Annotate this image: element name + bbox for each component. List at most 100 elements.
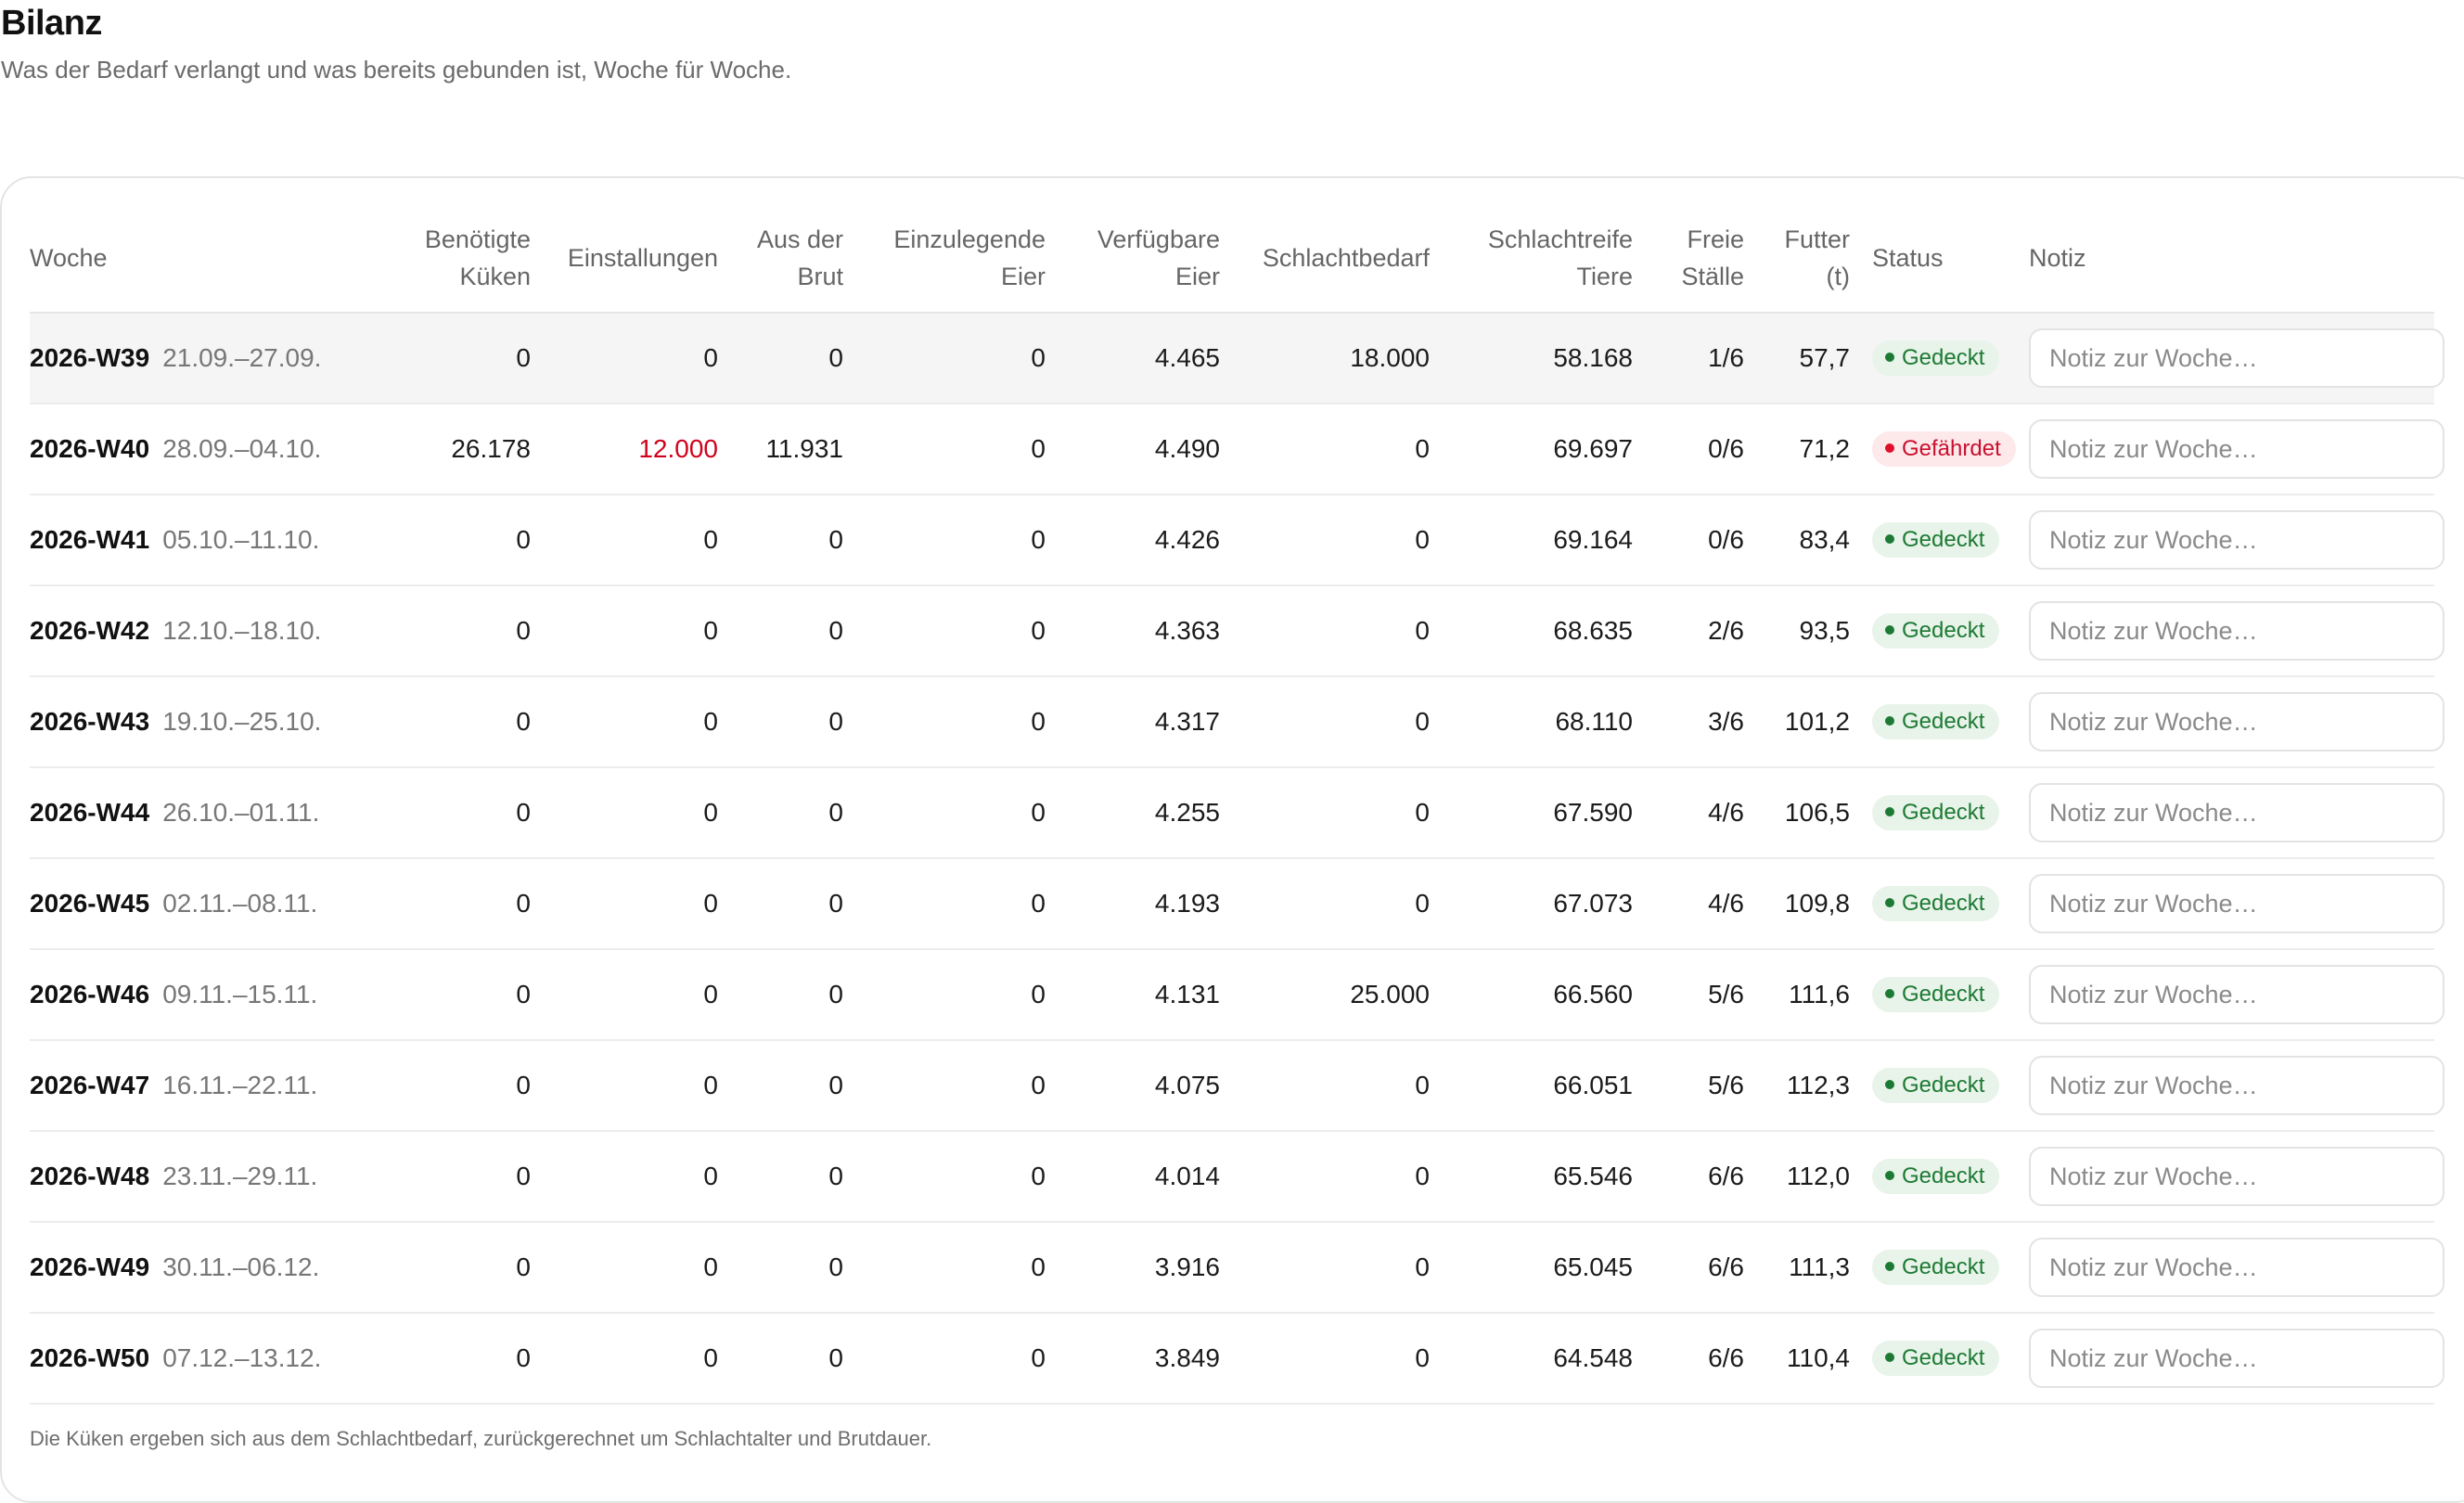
status-dot-icon <box>1885 624 1894 635</box>
col-header-einstallungen[interactable]: Einstallungen <box>531 204 718 314</box>
week-date-range: 30.11.–06.12. <box>162 1252 320 1281</box>
cell-freie-staelle: 5/6 <box>1633 949 1744 1041</box>
status-text: Gedeckt <box>1902 1254 1985 1279</box>
cell-schlachtbedarf: 0 <box>1220 1040 1430 1132</box>
col-header-benoetigte-kueken[interactable]: Benötigte Küken <box>364 204 531 314</box>
cell-notiz <box>2029 495 2445 586</box>
table-row[interactable]: 2026-W46 09.11.–15.11. 0 0 0 0 4.131 25.000 66.5… <box>30 949 2445 1041</box>
table-row[interactable]: 2026-W49 30.11.–06.12. 0 0 0 0 3.916 0 65.045 6/6… <box>30 1222 2445 1314</box>
note-input[interactable] <box>2029 601 2445 661</box>
note-input[interactable] <box>2029 328 2445 388</box>
status-dot-icon <box>1885 1261 1894 1271</box>
status-badge: Gedeckt <box>1872 522 2000 558</box>
cell-notiz <box>2029 1222 2445 1314</box>
status-badge: Gedeckt <box>1872 977 2000 1012</box>
table-row[interactable]: 2026-W50 07.12.–13.12. 0 0 0 0 3.849 0 64.548 6/6… <box>30 1313 2445 1405</box>
status-badge: Gefährdet <box>1872 431 2016 467</box>
cell-verfuegbare-eier: 3.849 <box>1046 1313 1220 1405</box>
cell-aus-der-brut: 0 <box>718 1131 843 1223</box>
note-input[interactable] <box>2029 692 2445 752</box>
status-text: Gedeckt <box>1902 982 1985 1007</box>
cell-status: Gedeckt <box>1850 1222 2029 1314</box>
table-row[interactable]: 2026-W44 26.10.–01.11. 0 0 0 0 4.255 0 67.590 4/6… <box>30 767 2445 859</box>
col-header-einzulegende-eier[interactable]: Einzulegende Eier <box>843 204 1046 314</box>
status-text: Gedeckt <box>1902 345 1985 370</box>
note-input[interactable] <box>2029 783 2445 842</box>
note-input[interactable] <box>2029 1329 2445 1388</box>
cell-woche: 2026-W48 23.11.–29.11. <box>30 1131 364 1223</box>
col-header-schlachtbedarf[interactable]: Schlachtbedarf <box>1220 204 1430 314</box>
cell-einzulegende-eier: 0 <box>843 1131 1046 1223</box>
col-header-aus-der-brut[interactable]: Aus der Brut <box>718 204 843 314</box>
note-input[interactable] <box>2029 874 2445 933</box>
cell-verfuegbare-eier: 3.916 <box>1046 1222 1220 1314</box>
cell-woche: 2026-W44 26.10.–01.11. <box>30 767 364 859</box>
cell-benoetigte-kueken: 26.178 <box>364 404 531 495</box>
cell-benoetigte-kueken: 0 <box>364 495 531 586</box>
table-row[interactable]: 2026-W47 16.11.–22.11. 0 0 0 0 4.075 0 66.051 5/6… <box>30 1040 2445 1132</box>
note-input[interactable] <box>2029 1238 2445 1297</box>
cell-schlachtreife-tiere: 67.073 <box>1430 858 1633 950</box>
cell-freie-staelle: 4/6 <box>1633 767 1744 859</box>
note-input[interactable] <box>2029 1056 2445 1115</box>
cell-schlachtbedarf: 0 <box>1220 858 1430 950</box>
cell-freie-staelle: 4/6 <box>1633 858 1744 950</box>
status-dot-icon <box>1885 806 1894 816</box>
col-header-status[interactable]: Status <box>1850 204 2029 314</box>
cell-aus-der-brut: 11.931 <box>718 404 843 495</box>
cell-aus-der-brut: 0 <box>718 495 843 586</box>
table-row[interactable]: 2026-W48 23.11.–29.11. 0 0 0 0 4.014 0 65.546 6/6… <box>30 1131 2445 1223</box>
cell-schlachtreife-tiere: 69.697 <box>1430 404 1633 495</box>
cell-einzulegende-eier: 0 <box>843 858 1046 950</box>
table-row[interactable]: 2026-W42 12.10.–18.10. 0 0 0 0 4.363 0 68.635 2/6… <box>30 585 2445 677</box>
cell-freie-staelle: 0/6 <box>1633 495 1744 586</box>
cell-status: Gedeckt <box>1850 1313 2029 1405</box>
cell-einzulegende-eier: 0 <box>843 1222 1046 1314</box>
week-date-range: 23.11.–29.11. <box>162 1162 318 1190</box>
cell-verfuegbare-eier: 4.426 <box>1046 495 1220 586</box>
cell-woche: 2026-W47 16.11.–22.11. <box>30 1040 364 1132</box>
cell-schlachtbedarf: 18.000 <box>1220 313 1430 405</box>
table-row[interactable]: 2026-W39 21.09.–27.09. 0 0 0 0 4.465 18.000 58.1… <box>30 313 2445 405</box>
table-row[interactable]: 2026-W41 05.10.–11.10. 0 0 0 0 4.426 0 69.164 0/6… <box>30 495 2445 586</box>
cell-schlachtreife-tiere: 66.560 <box>1430 949 1633 1041</box>
status-dot-icon <box>1885 715 1894 726</box>
cell-notiz <box>2029 404 2445 495</box>
cell-einstallungen: 0 <box>531 1222 718 1314</box>
cell-status: Gedeckt <box>1850 949 2029 1041</box>
table-header-row: Woche Benötigte Küken Einstallungen Aus … <box>30 204 2434 314</box>
page-title: Bilanz <box>1 4 102 43</box>
cell-schlachtreife-tiere: 65.546 <box>1430 1131 1633 1223</box>
note-input[interactable] <box>2029 510 2445 570</box>
table-row[interactable]: 2026-W43 19.10.–25.10. 0 0 0 0 4.317 0 68.110 3/6… <box>30 676 2445 768</box>
week-label: 2026-W44 <box>30 798 150 827</box>
cell-benoetigte-kueken: 0 <box>364 676 531 768</box>
week-label: 2026-W49 <box>30 1252 150 1281</box>
cell-futter: 109,8 <box>1744 858 1850 950</box>
col-header-verfuegbare-eier[interactable]: Verfügbare Eier <box>1046 204 1220 314</box>
status-badge: Gedeckt <box>1872 340 2000 376</box>
cell-status: Gefährdet <box>1850 404 2029 495</box>
table-row[interactable]: 2026-W40 28.09.–04.10. 26.178 12.000 11.931 0… <box>30 404 2445 495</box>
col-header-woche[interactable]: Woche <box>30 204 364 314</box>
cell-schlachtbedarf: 25.000 <box>1220 949 1430 1041</box>
col-header-schlachtreife-tiere[interactable]: Schlachtreife Tiere <box>1430 204 1633 314</box>
note-input[interactable] <box>2029 419 2445 479</box>
cell-einstallungen: 12.000 <box>531 404 718 495</box>
cell-einstallungen: 0 <box>531 1040 718 1132</box>
table-body: 2026-W39 21.09.–27.09. 0 0 0 0 4.465 18.000 58.1… <box>30 313 2445 1405</box>
cell-notiz <box>2029 858 2445 950</box>
cell-aus-der-brut: 0 <box>718 767 843 859</box>
cell-schlachtreife-tiere: 67.590 <box>1430 767 1633 859</box>
note-input[interactable] <box>2029 965 2445 1024</box>
cell-einstallungen: 0 <box>531 949 718 1041</box>
cell-verfuegbare-eier: 4.075 <box>1046 1040 1220 1132</box>
status-badge: Gedeckt <box>1872 795 2000 830</box>
col-header-freie-staelle[interactable]: Freie Ställe <box>1633 204 1744 314</box>
col-header-futter[interactable]: Futter (t) <box>1744 204 1850 314</box>
week-label: 2026-W43 <box>30 707 150 736</box>
note-input[interactable] <box>2029 1147 2445 1206</box>
col-header-notiz: Notiz <box>2029 204 2434 314</box>
table-row[interactable]: 2026-W45 02.11.–08.11. 0 0 0 0 4.193 0 67.073 4/6… <box>30 858 2445 950</box>
cell-aus-der-brut: 0 <box>718 676 843 768</box>
